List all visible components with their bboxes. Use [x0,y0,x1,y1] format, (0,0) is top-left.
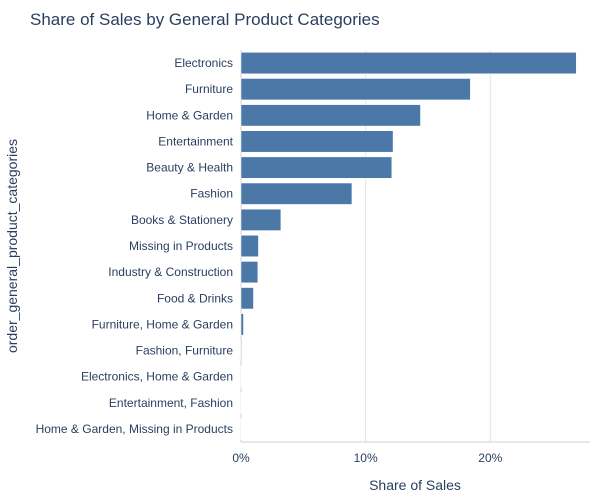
bar-home-garden [240,104,421,127]
y-tick-label: Home & Garden [146,108,233,122]
y-tick-label: Electronics, Home & Garden [81,370,233,384]
y-tick-label: Books & Stationery [131,213,233,227]
x-tick-label: 0% [232,451,250,465]
x-tick-label: 10% [354,451,378,465]
y-tick-label: Food & Drinks [157,291,233,305]
y-tick-label: Beauty & Health [146,161,233,175]
y-tick-label: Furniture, Home & Garden [92,317,233,331]
bar-layer [240,52,577,440]
y-tick-label: Fashion [190,187,233,201]
bar-food-drinks [240,287,254,310]
y-tick-label: Missing in Products [129,239,233,253]
y-axis-title: order_general_product_categories [4,139,20,353]
y-tick-label: Home & Garden, Missing in Products [36,422,233,436]
bar-entertainment [240,130,394,153]
bar-books-stationery [240,208,282,231]
bar-fashion-furniture [240,339,242,362]
bar-furniture-home-garden [240,313,244,336]
bar-missing-in-products [240,235,259,257]
y-tick-label: Electronics [174,56,233,70]
y-tick-label: Entertainment [158,134,233,148]
chart-title: Share of Sales by General Product Catego… [30,10,380,29]
y-tick-label: Fashion, Furniture [136,344,234,358]
bar-beauty-health [240,156,393,179]
x-tick-label: 20% [478,451,502,465]
x-axis-ticks: 0% 10% 20% [232,451,502,465]
bar-furniture [240,78,471,101]
y-tick-label: Entertainment, Fashion [109,396,233,410]
bar-industry-construction [240,261,259,284]
x-axis-title: Share of Sales [369,477,461,493]
bar-electronics [240,52,577,75]
y-tick-label: Furniture [185,82,233,96]
y-tick-label: Industry & Construction [108,265,233,279]
bar-fashion [240,182,353,205]
y-axis-ticks: Electronics Furniture Home & Garden Enterta… [36,56,234,436]
